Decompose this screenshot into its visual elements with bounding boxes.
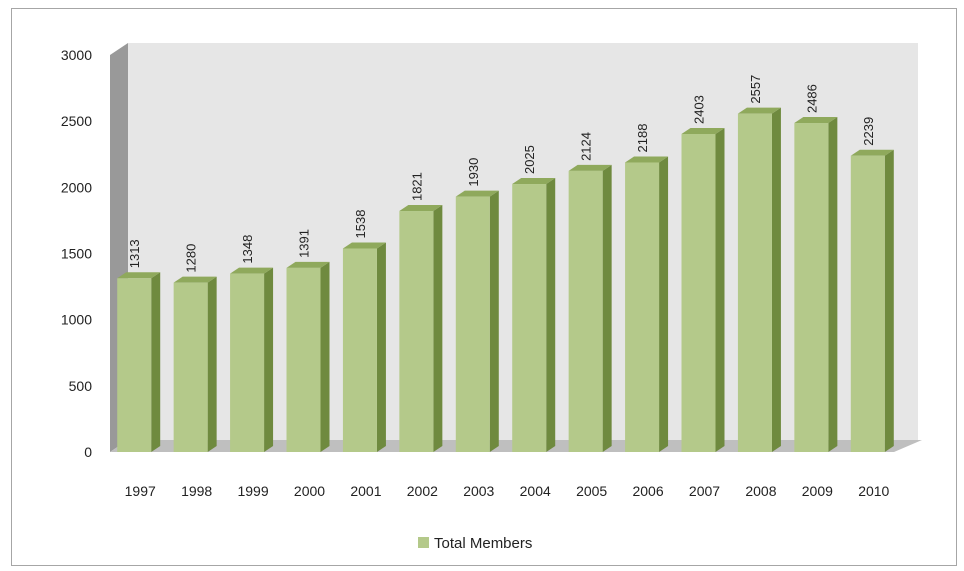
bar-top — [342, 242, 386, 249]
bar-front — [230, 273, 265, 452]
bar-series-total-members: 1313 1280 1348 1391 1538 1821 1930 2025 2124 2188… — [117, 75, 894, 453]
x-tick-label: 1997 — [125, 483, 156, 499]
x-tick-label: 2000 — [294, 483, 325, 499]
bar-side — [489, 190, 499, 452]
bar: 2557 — [737, 75, 781, 453]
y-tick-label: 500 — [69, 378, 93, 394]
bar: 1391 — [286, 229, 330, 452]
bar-top — [794, 117, 838, 124]
bar-top — [568, 164, 612, 171]
data-label: 1391 — [297, 229, 312, 258]
bar-top — [737, 107, 781, 114]
x-tick-label: 2001 — [350, 483, 381, 499]
bar-top — [230, 267, 274, 274]
data-label: 1821 — [409, 172, 424, 201]
bar-front — [286, 267, 321, 452]
data-label: 1538 — [353, 210, 368, 239]
legend-label-total-members: Total Members — [434, 535, 532, 552]
bar: 1280 — [173, 244, 217, 452]
bar-front — [342, 248, 377, 452]
data-label: 1348 — [240, 235, 255, 264]
bar-side — [659, 156, 669, 453]
data-label: 2557 — [748, 75, 763, 104]
bar-front — [681, 134, 716, 453]
x-tick-label: 2005 — [576, 483, 607, 499]
x-tick-label: 1999 — [237, 483, 268, 499]
y-axis: 0 500 1000 1500 2000 2500 3000 — [61, 47, 92, 460]
legend: Total Members — [418, 535, 532, 552]
y-tick-label: 1000 — [61, 312, 92, 328]
bar-side — [320, 261, 330, 452]
bar-front — [399, 211, 434, 452]
x-tick-label: 2006 — [632, 483, 663, 499]
bar-side — [771, 107, 781, 453]
bar: 1348 — [230, 235, 274, 452]
data-label: 1930 — [466, 158, 481, 187]
bar-side — [602, 164, 612, 452]
bar-front — [794, 123, 829, 452]
bar-side — [828, 117, 838, 452]
data-label: 2124 — [579, 132, 594, 161]
bar-front — [850, 155, 885, 452]
bar: 1538 — [342, 210, 386, 452]
bar-front — [568, 170, 603, 452]
bar: 2486 — [794, 84, 838, 452]
bar: 2124 — [568, 132, 612, 452]
bar: 1930 — [455, 158, 499, 452]
data-label: 2188 — [635, 124, 650, 153]
x-tick-label: 2004 — [520, 483, 551, 499]
bar-top — [850, 149, 894, 156]
x-tick-label: 1998 — [181, 483, 212, 499]
bar-top — [681, 128, 725, 135]
bar-side — [151, 272, 161, 452]
bar-top — [173, 276, 217, 283]
bar-top — [117, 272, 161, 279]
bar-front — [737, 113, 772, 453]
bar-top — [512, 178, 556, 185]
data-label: 1280 — [184, 244, 199, 273]
x-tick-label: 2002 — [407, 483, 438, 499]
bar-top — [286, 261, 330, 268]
bar-top — [399, 205, 443, 212]
bar-top — [625, 156, 669, 163]
y-tick-label: 3000 — [61, 47, 92, 63]
data-label: 2403 — [692, 95, 707, 124]
x-tick-label: 2009 — [802, 483, 833, 499]
bar: 1821 — [399, 172, 443, 452]
x-tick-label: 2010 — [858, 483, 889, 499]
bar-front — [173, 282, 208, 452]
bar: 1313 — [117, 239, 161, 452]
bar-side — [884, 149, 894, 452]
data-label: 2486 — [804, 84, 819, 113]
bar-front — [455, 196, 490, 452]
bar: 2239 — [850, 117, 894, 452]
bar-front — [117, 278, 152, 452]
bar-side — [376, 242, 386, 452]
bar-side — [715, 128, 725, 453]
data-label: 2239 — [861, 117, 876, 146]
bar-side — [546, 178, 556, 452]
y-tick-label: 0 — [84, 444, 92, 460]
x-tick-label: 2003 — [463, 483, 494, 499]
y-tick-label: 2000 — [61, 179, 92, 195]
bar-top — [455, 190, 499, 197]
y-tick-label: 2500 — [61, 113, 92, 129]
bar-side — [207, 276, 217, 452]
y-tick-label: 1500 — [61, 246, 92, 262]
bar: 2188 — [625, 124, 669, 453]
legend-swatch-total-members — [418, 537, 429, 548]
bar-side — [433, 205, 443, 452]
bar-side — [264, 267, 274, 452]
bar-front — [512, 184, 547, 452]
x-tick-label: 2008 — [745, 483, 776, 499]
bar: 2403 — [681, 95, 725, 453]
x-axis: 1997 1998 1999 2000 2001 2002 2003 2004 2005 2006… — [125, 483, 890, 499]
x-tick-label: 2007 — [689, 483, 720, 499]
bar: 2025 — [512, 145, 556, 452]
data-label: 1313 — [127, 239, 142, 268]
bar-front — [625, 162, 660, 453]
data-label: 2025 — [522, 145, 537, 174]
